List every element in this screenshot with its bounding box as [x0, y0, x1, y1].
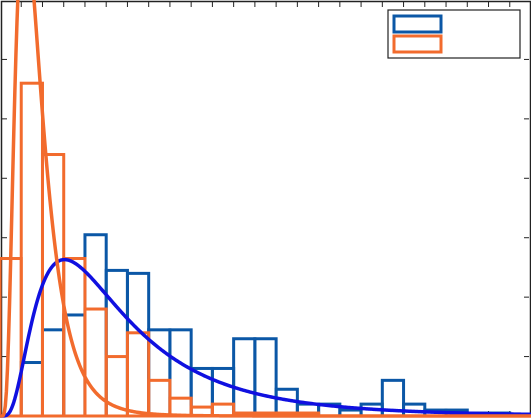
- legend-swatch-blue: [392, 14, 443, 34]
- blue-histogram-bar: [83, 233, 108, 418]
- blue-histogram-bar: [253, 337, 278, 418]
- blue-histogram-bar: [125, 271, 151, 418]
- blue-histogram-bar: [62, 313, 87, 418]
- blue-fit-curve: [0, 257, 531, 418]
- orange-histogram-bar: [147, 378, 172, 418]
- orange-histogram-bar: [125, 331, 151, 418]
- blue-histogram-bar: [210, 366, 236, 418]
- orange-histogram-bar: [62, 257, 87, 418]
- orange-histogram-bar: [19, 81, 44, 418]
- legend-box: [387, 9, 521, 59]
- blue-histogram-bar: [104, 268, 129, 418]
- orange-histogram-series: [0, 81, 321, 418]
- blue-histogram-bar: [19, 361, 44, 418]
- orange-histogram-bar: [168, 396, 193, 418]
- blue-histogram-bar: [168, 328, 193, 418]
- blue-histogram-bar: [40, 328, 66, 418]
- legend: [387, 9, 521, 59]
- legend-swatch-orange: [392, 34, 443, 54]
- blue-histogram-bar: [232, 337, 257, 418]
